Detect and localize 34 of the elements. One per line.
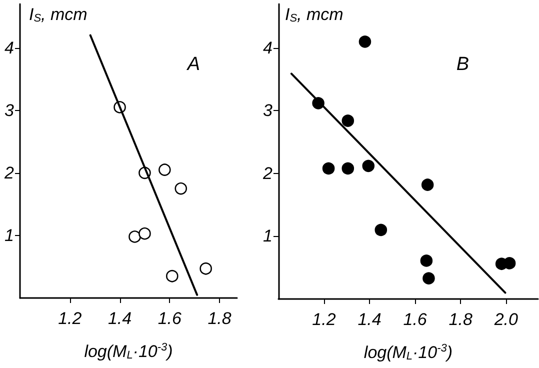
x-tick-label: 1.6 xyxy=(403,310,428,329)
x-tick-label: 1.6 xyxy=(158,309,182,328)
y-tick-label: 1 xyxy=(262,226,272,246)
point xyxy=(138,227,151,240)
x-tick-label: 1.2 xyxy=(312,310,336,329)
x-tick-label: 2.0 xyxy=(493,310,518,329)
y-tick-label: 3 xyxy=(4,100,15,120)
x-tick-label: 1.8 xyxy=(448,310,473,329)
x-tick-label: 1.4 xyxy=(108,309,132,328)
point xyxy=(322,162,335,175)
point xyxy=(166,270,178,282)
point xyxy=(358,36,372,48)
point xyxy=(158,164,171,176)
y-tick-label: 3 xyxy=(262,101,273,120)
point xyxy=(362,160,375,172)
x-tick-label: 1.4 xyxy=(358,310,382,329)
point xyxy=(174,182,188,195)
point xyxy=(342,162,354,175)
point xyxy=(422,272,435,284)
point xyxy=(200,262,212,275)
y-tick-label: 4 xyxy=(4,38,14,58)
y-tick-label: 2 xyxy=(262,164,273,183)
text: B xyxy=(456,54,470,75)
y-tick-label: 2 xyxy=(4,163,15,182)
point xyxy=(420,254,433,267)
y-tick-label: 4 xyxy=(262,38,272,58)
x-tick-label: 1.2 xyxy=(58,309,82,328)
point xyxy=(342,114,354,127)
y-tick-label: 1 xyxy=(4,226,14,245)
x-tick-label: 1.8 xyxy=(208,309,232,328)
point xyxy=(421,178,434,191)
point xyxy=(128,230,141,243)
text: A xyxy=(186,54,200,75)
point xyxy=(374,224,388,236)
